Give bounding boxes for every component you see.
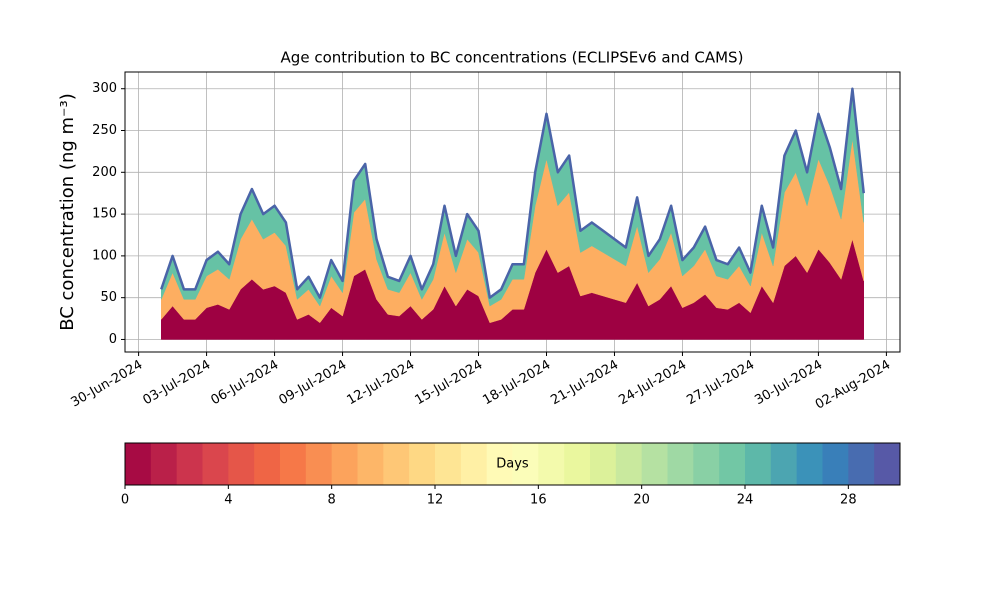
colorbar-bin: [641, 443, 668, 485]
colorbar-bin: [254, 443, 281, 485]
y-tick-label: 150: [92, 207, 117, 222]
colorbar-bin: [486, 443, 513, 485]
colorbar-bin: [874, 443, 901, 485]
colorbar-bin: [822, 443, 849, 485]
colorbar-tick-label: 28: [840, 493, 857, 508]
colorbar-tick-label: 4: [224, 493, 232, 508]
colorbar-bin: [357, 443, 384, 485]
colorbar-bin: [409, 443, 436, 485]
chart-title: Age contribution to BC concentrations (E…: [281, 49, 744, 67]
colorbar-bin: [538, 443, 565, 485]
colorbar-bin: [590, 443, 617, 485]
y-tick-label: 250: [92, 123, 117, 138]
total-edge: [160, 87, 865, 299]
colorbar-bin: [848, 443, 875, 485]
colorbar-frame: [124, 442, 901, 486]
x-tick-label: 09-Jul-2024: [276, 358, 349, 409]
y-tick-label: 50: [100, 290, 117, 305]
colorbar-bin: [150, 443, 178, 485]
colorbar-bin: [460, 443, 488, 485]
colorbar-bin: [435, 443, 462, 485]
y-axis-label: BC concentration (ng m⁻³): [57, 93, 78, 331]
x-tick-label: 27-Jul-2024: [684, 358, 757, 409]
colorbar-bin: [383, 443, 410, 485]
colorbar-bin: [125, 443, 152, 485]
colorbar-bin: [667, 443, 694, 485]
x-tick-label: 03-Jul-2024: [141, 358, 214, 409]
colorbar-bin: [796, 443, 823, 485]
colorbar-bin: [564, 443, 591, 485]
colorbar-bin: [202, 443, 229, 485]
y-tick-label: 0: [109, 332, 117, 347]
colorbar-label: Days: [496, 457, 529, 472]
colorbar-bin: [305, 443, 333, 485]
colorbar-tick-label: 16: [530, 493, 547, 508]
colorbar-bin: [745, 443, 772, 485]
x-tick-label: 06-Jul-2024: [208, 358, 281, 409]
colorbar-bin: [176, 443, 203, 485]
x-tick-label: 15-Jul-2024: [412, 358, 485, 409]
colorbar-bin: [719, 443, 746, 485]
y-tick-label: 100: [92, 248, 117, 263]
colorbar-tick-label: 0: [121, 493, 129, 508]
colorbar-bin: [331, 443, 358, 485]
x-tick-label: 21-Jul-2024: [548, 358, 621, 409]
colorbar-tick-label: 20: [633, 493, 650, 508]
x-tick-label: 24-Jul-2024: [616, 358, 689, 409]
x-tick-label: 12-Jul-2024: [344, 358, 417, 409]
x-tick-label: 02-Aug-2024: [813, 358, 893, 413]
colorbar-bin: [280, 443, 307, 485]
colorbar-bin: [615, 443, 643, 485]
colorbar-tick-label: 8: [328, 493, 336, 508]
colorbar-tick-label: 24: [737, 493, 754, 508]
colorbar-bin: [693, 443, 720, 485]
colorbar-tick-label: 12: [427, 493, 444, 508]
x-tick-label: 18-Jul-2024: [480, 358, 553, 409]
y-tick-label: 300: [92, 81, 117, 96]
y-tick-label: 200: [92, 165, 117, 180]
x-tick-label: 30-Jun-2024: [69, 358, 146, 411]
colorbar-bin: [228, 443, 255, 485]
plot-frame: [124, 71, 901, 353]
colorbar-bin: [512, 443, 539, 485]
colorbar-bin: [770, 443, 798, 485]
